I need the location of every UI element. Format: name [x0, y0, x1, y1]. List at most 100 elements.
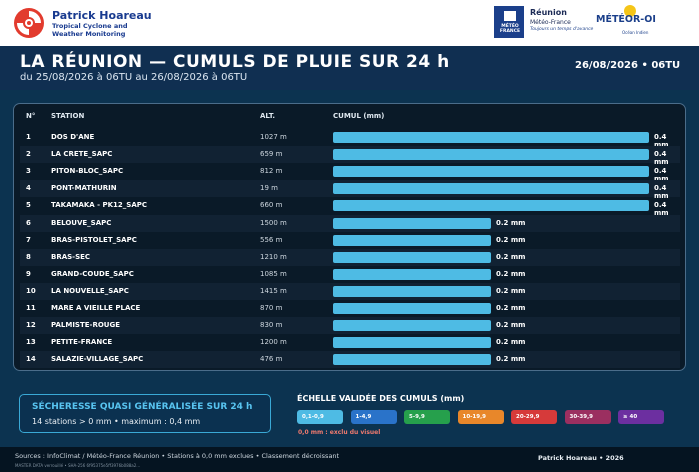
mf-box-label2: FRANCE — [499, 29, 521, 34]
footer-sources: Sources : InfoClimat / Météo-France Réun… — [15, 452, 340, 460]
row-station: TAKAMAKA - PK12_SAPC — [51, 201, 148, 210]
row-station: LA CRETE_SAPC — [51, 150, 113, 159]
date-stamp: 26/08/2026 • 06TU — [575, 60, 681, 71]
row-number: 13 — [26, 338, 36, 347]
row-station: BRAS-PISTOLET_SAPC — [51, 235, 137, 244]
row-altitude: 870 m — [260, 304, 283, 312]
sun-icon — [624, 5, 636, 17]
rain-bar — [333, 217, 491, 229]
footer-author: Patrick Hoareau • 2026 — [538, 454, 624, 462]
row-station: PETITE-FRANCE — [51, 338, 113, 347]
row-value: 0.4 mm — [654, 133, 669, 149]
meteor-logo: MÉTÉOR-OI Océan Indien — [596, 4, 662, 42]
table-row: 7 BRAS-PISTOLET_SAPC 556 m 0.2 mm — [20, 232, 680, 249]
row-value: 0.2 mm — [496, 355, 526, 364]
drought-body: 14 stations > 0 mm • maximum : 0,4 mm — [32, 417, 201, 426]
row-value: 0.2 mm — [496, 321, 526, 330]
row-altitude: 1210 m — [260, 252, 287, 261]
row-value: 0.4 mm — [654, 201, 669, 218]
row-station: SALAZIE-VILLAGE_SAPC — [51, 355, 144, 364]
row-station: DOS D'ANE — [51, 133, 95, 141]
row-value: 0.2 mm — [496, 218, 526, 227]
row-altitude: 476 m — [260, 355, 283, 364]
row-value: 0.4 mm — [654, 184, 669, 201]
scale-chip: 20-29,9 — [511, 410, 557, 424]
table-header: N° STATION ALT. CUMUL (mm) — [14, 104, 685, 128]
row-value: 0.2 mm — [496, 269, 526, 278]
row-altitude: 19 m — [260, 184, 278, 193]
scale-chip: 5-9,9 — [404, 410, 450, 424]
scale-chip: 1-4,9 — [350, 410, 397, 424]
rain-bar — [333, 337, 491, 349]
row-altitude: 812 m — [260, 167, 283, 176]
rain-bar — [333, 149, 649, 161]
row-number: 5 — [26, 201, 31, 210]
row-value: 0.2 mm — [496, 304, 526, 312]
brand-name: Patrick Hoareau — [52, 8, 152, 22]
row-number: 14 — [26, 355, 36, 364]
row-number: 10 — [26, 286, 36, 295]
rain-bar — [333, 320, 491, 332]
row-station: PITON-BLOC_SAPC — [51, 167, 124, 176]
row-altitude: 1027 m — [260, 133, 287, 141]
row-station: MARE A VIEILLE PLACE — [51, 304, 141, 312]
table-row: 4 PONT-MATHURIN 19 m 0.4 mm — [20, 180, 680, 201]
brand-block: Patrick Hoareau Tropical Cyclone and Wea… — [12, 6, 152, 40]
col-cumul: CUMUL (mm) — [333, 112, 385, 120]
scale-chip: 30-39,9 — [564, 410, 611, 424]
page-title: LA RÉUNION — CUMULS DE PLUIE SUR 24 h — [20, 52, 450, 72]
table-row: 13 PETITE-FRANCE 1200 m 0.2 mm — [20, 334, 680, 351]
rain-table-panel: N° STATION ALT. CUMUL (mm) 1 DOS D'ANE 102… — [13, 103, 686, 371]
rain-bar — [333, 268, 491, 280]
row-number: 9 — [26, 269, 31, 278]
page-subtitle: du 25/08/2026 à 06TU au 26/08/2026 à 06T… — [20, 72, 248, 83]
meteofrance-text: Réunion Météo-France Toujours un temps d… — [530, 8, 593, 33]
row-number: 11 — [26, 304, 36, 312]
row-value: 0.2 mm — [496, 235, 526, 244]
col-alt: ALT. — [260, 112, 276, 120]
table-row: 2 LA CRETE_SAPC 659 m 0.4 mm — [20, 146, 680, 167]
brand-sub1: Tropical Cyclone and — [52, 21, 128, 30]
row-station: PALMISTE-ROUGE — [51, 321, 120, 330]
row-number: 6 — [26, 218, 31, 227]
rain-bar — [333, 251, 491, 263]
meteofrance-logo-icon: MÉTÉO FRANCE — [494, 6, 524, 38]
scale-title: ÉCHELLE VALIDÉE DES CUMULS (mm) — [297, 394, 465, 403]
row-station: BELOUVE_SAPC — [51, 218, 112, 227]
rain-bar — [333, 303, 491, 314]
row-value: 0.2 mm — [496, 286, 526, 295]
row-altitude: 1085 m — [260, 269, 287, 278]
rain-bar — [333, 183, 649, 195]
table-row: 14 SALAZIE-VILLAGE_SAPC 476 m 0.2 mm — [20, 351, 680, 369]
row-altitude: 830 m — [260, 321, 283, 330]
top-banner — [0, 0, 699, 46]
scale-chip: ≥ 40 — [618, 410, 664, 424]
row-station: BRAS-SEC — [51, 252, 91, 261]
table-row: 12 PALMISTE-ROUGE 830 m 0.2 mm — [20, 317, 680, 335]
scale-note: 0,0 mm : exclu du visuel — [298, 429, 381, 436]
rain-bar — [333, 354, 491, 366]
row-value: 0.4 mm — [654, 167, 669, 184]
scale-chip: 10-19,9 — [457, 410, 504, 424]
col-station: STATION — [51, 112, 85, 120]
row-station: PONT-MATHURIN — [51, 184, 117, 193]
row-number: 12 — [26, 321, 36, 330]
rain-bar — [333, 166, 649, 178]
row-altitude: 556 m — [260, 235, 283, 244]
row-number: 1 — [26, 133, 31, 141]
cyclone-logo-icon — [14, 8, 44, 38]
row-number: 4 — [26, 184, 31, 193]
row-altitude: 660 m — [260, 201, 283, 210]
row-altitude: 1415 m — [260, 286, 287, 295]
table-row: 9 GRAND-COUDE_SAPC 1085 m 0.2 mm — [20, 266, 680, 283]
row-altitude: 1200 m — [260, 338, 287, 347]
row-number: 8 — [26, 252, 31, 261]
row-value: 0.2 mm — [496, 252, 526, 261]
brand-sub2: Weather Monitoring — [52, 29, 126, 38]
row-value: 0.4 mm — [654, 150, 669, 167]
footer-master: MASTER DATA verrouillé • SHA-256 6f95375… — [15, 463, 141, 468]
table-row: 1 DOS D'ANE 1027 m 0.4 mm — [20, 129, 680, 149]
row-number: 7 — [26, 235, 31, 244]
scale-chip: 0,1-0,9 — [297, 410, 343, 424]
row-number: 3 — [26, 167, 31, 176]
